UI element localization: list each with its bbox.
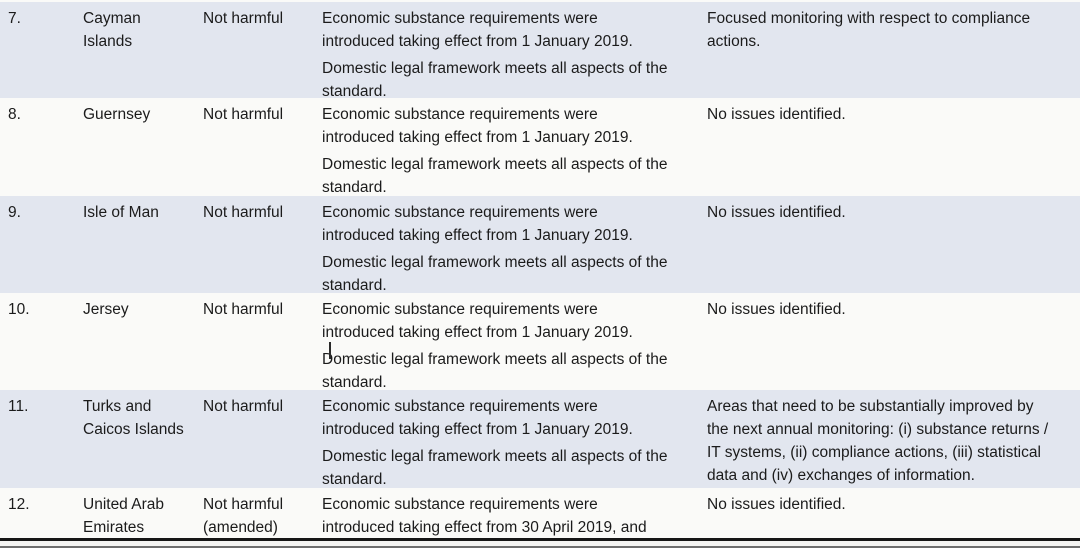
row-number-cell: 10.	[8, 301, 30, 318]
page-bottom-edge	[0, 545, 1080, 548]
status-cell: Not harmful	[203, 204, 284, 221]
row-number-cell: 11.	[8, 398, 29, 415]
description-cell: Economic substance requirements were int…	[322, 293, 707, 394]
description-paragraph: Domestic legal framework meets all aspec…	[322, 351, 668, 391]
description-paragraph: Economic substance requirements were int…	[322, 496, 647, 536]
row-number-cell: 12.	[8, 496, 30, 513]
description-cell: Economic substance requirements were int…	[322, 2, 707, 103]
text-cursor	[329, 342, 331, 359]
monitoring-cell: No issues identified.	[707, 204, 846, 221]
jurisdiction-cell: Cayman Islands	[83, 10, 141, 50]
description-paragraph: Domestic legal framework meets all aspec…	[322, 156, 668, 196]
description-paragraph: Economic substance requirements were int…	[322, 204, 633, 244]
table-row: 9. Isle of Man Not harmful Economic subs…	[0, 196, 1080, 294]
jurisdiction-cell: Turks and Caicos Islands	[83, 398, 184, 438]
description-cell: Economic substance requirements were int…	[322, 98, 707, 199]
row-top-edge	[0, 0, 1080, 2]
status-cell: Not harmful	[203, 398, 284, 415]
table-row: 12. United Arab Emirates Not harmful (am…	[0, 488, 1080, 538]
description-paragraph: Domestic legal framework meets all aspec…	[322, 448, 668, 488]
status-cell: Not harmful	[203, 301, 284, 318]
table-row: 8. Guernsey Not harmful Economic substan…	[0, 98, 1080, 196]
table-bottom-rule	[0, 537, 1080, 541]
row-number-cell: 8.	[8, 106, 21, 123]
description-cell: Economic substance requirements were int…	[322, 390, 707, 491]
description-paragraph: Economic substance requirements were int…	[322, 10, 633, 50]
table-row: 10. Jersey Not harmful Economic substanc…	[0, 293, 1080, 391]
jurisdiction-cell: Jersey	[83, 301, 129, 318]
table-row: 11. Turks and Caicos Islands Not harmful…	[0, 390, 1080, 488]
monitoring-cell: Areas that need to be substantially impr…	[707, 398, 1049, 484]
jurisdiction-cell: United Arab Emirates	[83, 496, 164, 536]
description-paragraph: Domestic legal framework meets all aspec…	[322, 60, 668, 100]
status-cell: Not harmful (amended)	[203, 496, 284, 536]
description-cell: Economic substance requirements were int…	[322, 196, 707, 297]
status-cell: Not harmful	[203, 106, 284, 123]
description-paragraph: Economic substance requirements were int…	[322, 398, 633, 438]
monitoring-cell: No issues identified.	[707, 496, 846, 513]
monitoring-cell: Focused monitoring with respect to compl…	[707, 10, 1031, 50]
jurisdiction-cell: Isle of Man	[83, 204, 159, 221]
monitoring-cell: No issues identified.	[707, 301, 846, 318]
row-number-cell: 9.	[8, 204, 21, 221]
jurisdiction-cell: Guernsey	[83, 106, 151, 123]
description-cell: Economic substance requirements were int…	[322, 488, 707, 539]
row-number-cell: 7.	[8, 10, 21, 27]
description-paragraph: Domestic legal framework meets all aspec…	[322, 254, 668, 294]
description-paragraph: Economic substance requirements were int…	[322, 106, 633, 146]
status-cell: Not harmful	[203, 10, 284, 27]
monitoring-cell: No issues identified.	[707, 106, 846, 123]
table-row: 7. Cayman Islands Not harmful Economic s…	[0, 2, 1080, 100]
page-margin-strip	[0, 541, 1080, 546]
description-paragraph: Economic substance requirements were int…	[322, 301, 633, 341]
